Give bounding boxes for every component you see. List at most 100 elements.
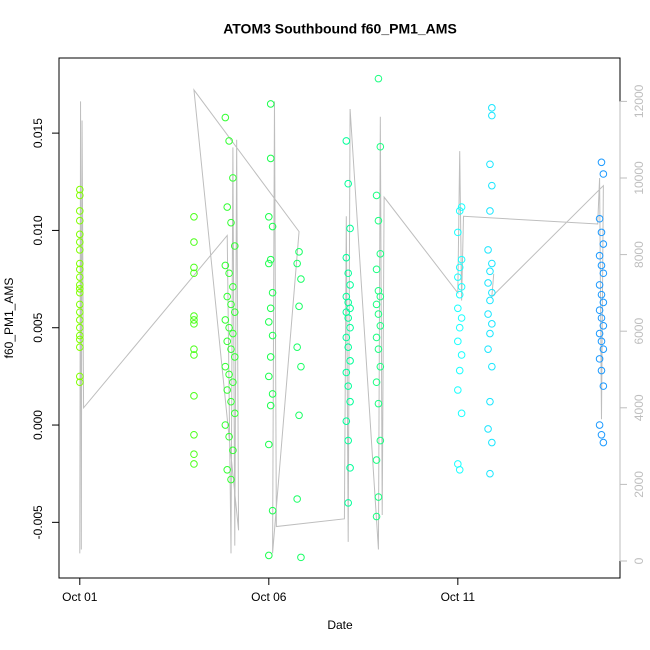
point bbox=[265, 318, 273, 326]
point bbox=[229, 283, 237, 291]
point bbox=[346, 464, 354, 472]
point bbox=[595, 214, 604, 223]
point bbox=[599, 345, 608, 353]
point bbox=[488, 320, 496, 328]
y-tick-label: -0.005 bbox=[31, 505, 45, 539]
point bbox=[75, 335, 84, 344]
point bbox=[268, 506, 277, 515]
y2-tick-label: 8000 bbox=[632, 241, 646, 268]
point bbox=[190, 238, 198, 246]
point bbox=[484, 425, 492, 433]
x-tick-label: Oct 01 bbox=[62, 590, 98, 604]
point bbox=[230, 353, 239, 361]
point bbox=[346, 357, 354, 365]
point bbox=[599, 170, 608, 178]
point bbox=[595, 355, 604, 363]
point bbox=[344, 499, 352, 507]
point bbox=[346, 281, 354, 289]
point bbox=[295, 411, 303, 420]
point bbox=[266, 304, 275, 313]
point bbox=[75, 246, 84, 254]
point bbox=[595, 281, 604, 289]
point bbox=[223, 292, 232, 301]
point bbox=[346, 323, 354, 332]
point bbox=[374, 74, 383, 83]
point bbox=[488, 288, 496, 297]
point bbox=[75, 273, 84, 281]
point bbox=[346, 397, 354, 406]
y-tick-label: 0.000 bbox=[31, 410, 45, 440]
point bbox=[344, 269, 352, 278]
point bbox=[342, 333, 351, 342]
point bbox=[229, 174, 237, 182]
point bbox=[374, 310, 383, 318]
point bbox=[372, 300, 381, 309]
point bbox=[344, 382, 352, 390]
point bbox=[75, 238, 84, 246]
point bbox=[372, 265, 381, 274]
point bbox=[488, 111, 496, 120]
point bbox=[372, 378, 381, 387]
point bbox=[455, 207, 464, 215]
x-tick-label: Oct 06 bbox=[251, 590, 287, 604]
point bbox=[457, 283, 466, 291]
point bbox=[75, 285, 84, 293]
point bbox=[342, 137, 351, 145]
point bbox=[372, 191, 381, 200]
y-tick-label: 0.010 bbox=[31, 215, 45, 245]
point bbox=[265, 372, 273, 381]
point bbox=[266, 401, 275, 410]
point bbox=[376, 362, 385, 371]
point bbox=[297, 275, 305, 283]
point bbox=[454, 228, 462, 237]
point bbox=[346, 224, 354, 233]
point bbox=[372, 456, 381, 464]
point bbox=[75, 308, 84, 316]
point bbox=[455, 465, 464, 474]
point bbox=[265, 259, 273, 268]
point bbox=[265, 551, 273, 560]
y2-tick-label: 4000 bbox=[632, 394, 646, 421]
point bbox=[455, 290, 464, 299]
point bbox=[223, 386, 232, 394]
point bbox=[75, 300, 84, 309]
point bbox=[190, 351, 198, 359]
point bbox=[484, 279, 492, 287]
point bbox=[486, 267, 494, 276]
point bbox=[227, 397, 235, 406]
point bbox=[342, 368, 351, 377]
point bbox=[268, 288, 277, 297]
point bbox=[225, 269, 233, 278]
point bbox=[597, 337, 606, 346]
point bbox=[597, 314, 606, 322]
point bbox=[190, 320, 198, 328]
point bbox=[374, 345, 383, 353]
point bbox=[374, 216, 383, 225]
point bbox=[229, 446, 237, 455]
point bbox=[266, 154, 275, 163]
point bbox=[75, 372, 84, 381]
point bbox=[221, 316, 230, 324]
point bbox=[599, 269, 608, 278]
point bbox=[597, 228, 606, 237]
point bbox=[454, 386, 462, 394]
point bbox=[295, 248, 303, 256]
point bbox=[227, 300, 235, 309]
point bbox=[484, 246, 492, 254]
point bbox=[227, 218, 235, 227]
point bbox=[344, 343, 352, 351]
x-tick-label: Oct 11 bbox=[441, 590, 476, 604]
point bbox=[75, 191, 84, 200]
point bbox=[227, 475, 235, 484]
point bbox=[190, 450, 198, 459]
point bbox=[486, 160, 494, 169]
point bbox=[454, 337, 462, 346]
point bbox=[599, 382, 608, 390]
point bbox=[595, 251, 604, 260]
point bbox=[455, 323, 464, 332]
point bbox=[265, 440, 273, 449]
point bbox=[225, 323, 233, 332]
point bbox=[376, 249, 385, 258]
point bbox=[484, 345, 492, 353]
